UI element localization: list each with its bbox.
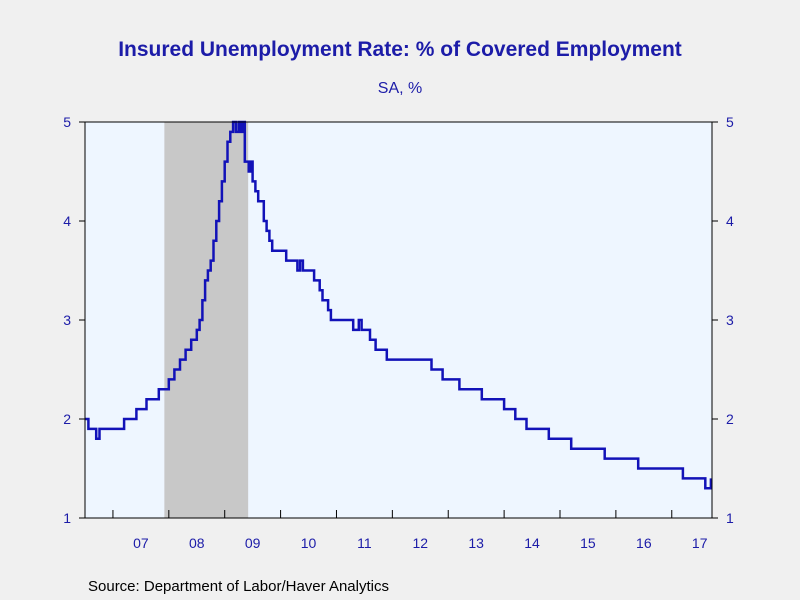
y-tick-label-right: 2 <box>726 411 734 427</box>
x-tick-label: 13 <box>468 535 484 551</box>
y-tick-label-left: 4 <box>63 213 71 229</box>
series-line <box>85 120 713 490</box>
x-tick-label: 10 <box>301 535 317 551</box>
y-tick-label-left: 2 <box>63 411 71 427</box>
y-tick-label-right: 1 <box>726 510 734 526</box>
x-tick-label: 11 <box>357 535 372 551</box>
y-axis-left: 1 2 3 4 5 <box>63 114 85 526</box>
x-tick-label: 16 <box>636 535 652 551</box>
x-tick-label: 07 <box>133 535 149 551</box>
y-tick-label-left: 3 <box>63 312 71 328</box>
x-tick-label: 12 <box>413 535 429 551</box>
x-tick-label: 14 <box>524 535 540 551</box>
y-tick-label-right: 3 <box>726 312 734 328</box>
x-tick-label: 15 <box>580 535 596 551</box>
y-axis-right: 1 2 3 4 5 <box>712 114 734 526</box>
chart-subtitle: SA, % <box>377 80 423 97</box>
x-tick-label: 17 <box>692 535 708 551</box>
y-tick-label-right: 4 <box>726 213 734 229</box>
source-note: Source: Department of Labor/Haver Analyt… <box>88 578 389 595</box>
x-tick-label: 08 <box>189 535 205 551</box>
y-tick-label-left: 1 <box>63 510 71 526</box>
x-axis: 07 08 09 10 11 12 13 14 15 16 17 <box>112 510 708 551</box>
plot-frame <box>84 121 713 519</box>
recession-band <box>164 122 249 518</box>
x-tick-label: 09 <box>245 535 261 551</box>
chart-title: Insured Unemployment Rate: % of Covered … <box>118 38 682 61</box>
y-tick-label-right: 5 <box>726 114 734 130</box>
y-tick-label-left: 5 <box>63 114 71 130</box>
